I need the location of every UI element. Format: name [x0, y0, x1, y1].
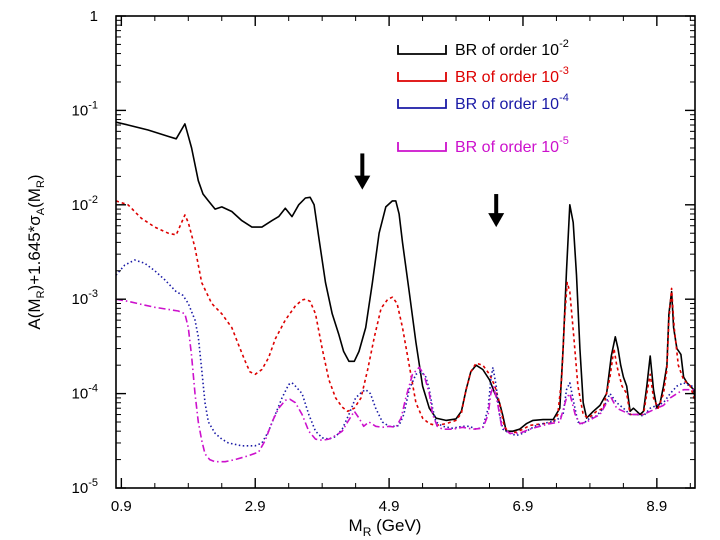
- x-tick-label: 8.9: [646, 498, 667, 515]
- legend-label-exponent: -4: [559, 92, 569, 104]
- y-axis-title-part: )+1.645*σ: [25, 215, 44, 291]
- legend-swatch: [397, 45, 447, 55]
- legend-label: BR of order 10-5: [455, 135, 569, 156]
- legend: BR of order 10-2 BR of order 10-3 BR of …: [397, 38, 569, 156]
- y-axis-title-part: (M: [25, 188, 44, 208]
- legend-item-br-1e-2: BR of order 10-2: [397, 38, 569, 59]
- peak-arrow-icon-1: [354, 153, 371, 190]
- y-axis-title-sub: R: [35, 180, 47, 188]
- legend-label-exponent: -3: [559, 65, 569, 77]
- x-tick-label: 2.9: [245, 498, 266, 515]
- tick-group: 0.9 2.9 4.9 6.9 8.9 1 10-1 10-2 10-3 10-4 10-5: [72, 8, 695, 515]
- y-tick-label: 10-5: [72, 477, 98, 497]
- legend-label: BR of order 10-2: [455, 38, 569, 59]
- x-tick-label: 0.9: [111, 498, 132, 515]
- arrow-group: [354, 153, 505, 228]
- y-tick-label: 1: [90, 8, 98, 25]
- series-line-2: [116, 200, 695, 435]
- x-axis-title-rest: (GeV): [371, 516, 421, 535]
- legend-label-text: BR of order 10: [455, 69, 559, 86]
- legend-swatch: [397, 142, 447, 152]
- x-axis-title: MR (GeV): [349, 516, 422, 539]
- y-tick-label: 10-4: [72, 383, 98, 403]
- plot-frame: [115, 15, 696, 489]
- y-axis-title-part: A(M: [25, 298, 44, 329]
- legend-item-br-1e-5: BR of order 10-5: [397, 135, 569, 156]
- y-axis-title-part: ): [25, 174, 44, 180]
- legend-label-exponent: -5: [559, 135, 569, 147]
- y-tick-label: 10-1: [72, 99, 98, 119]
- legend-swatch: [397, 99, 447, 109]
- legend-label-text: BR of order 10: [455, 139, 559, 156]
- legend-label-text: BR of order 10: [455, 96, 559, 113]
- peak-arrow-icon-2: [488, 194, 505, 228]
- legend-label-exponent: -2: [559, 38, 569, 50]
- y-axis-title-sub: R: [35, 290, 47, 298]
- legend-item-br-1e-4: BR of order 10-4: [397, 92, 569, 113]
- legend-item-br-1e-3: BR of order 10-3: [397, 65, 569, 86]
- series-line-1: [116, 121, 695, 432]
- legend-swatch: [397, 72, 447, 82]
- legend-label-text: BR of order 10: [455, 42, 559, 59]
- y-axis-title-sub: A: [35, 207, 47, 215]
- y-tick-label: 10-3: [72, 288, 98, 308]
- series-line-3: [116, 259, 695, 447]
- x-axis-title-main: M: [349, 516, 363, 535]
- legend-label: BR of order 10-3: [455, 65, 569, 86]
- y-tick-label: 10-2: [72, 194, 98, 214]
- x-axis-title-sub: R: [363, 525, 372, 539]
- y-axis-title: A(MR)+1.645*σA(MR): [25, 174, 47, 329]
- series-line-4: [116, 298, 695, 463]
- x-tick-label: 4.9: [379, 498, 400, 515]
- x-tick-label: 6.9: [513, 498, 534, 515]
- legend-label: BR of order 10-4: [455, 92, 569, 113]
- series-group: [116, 121, 695, 463]
